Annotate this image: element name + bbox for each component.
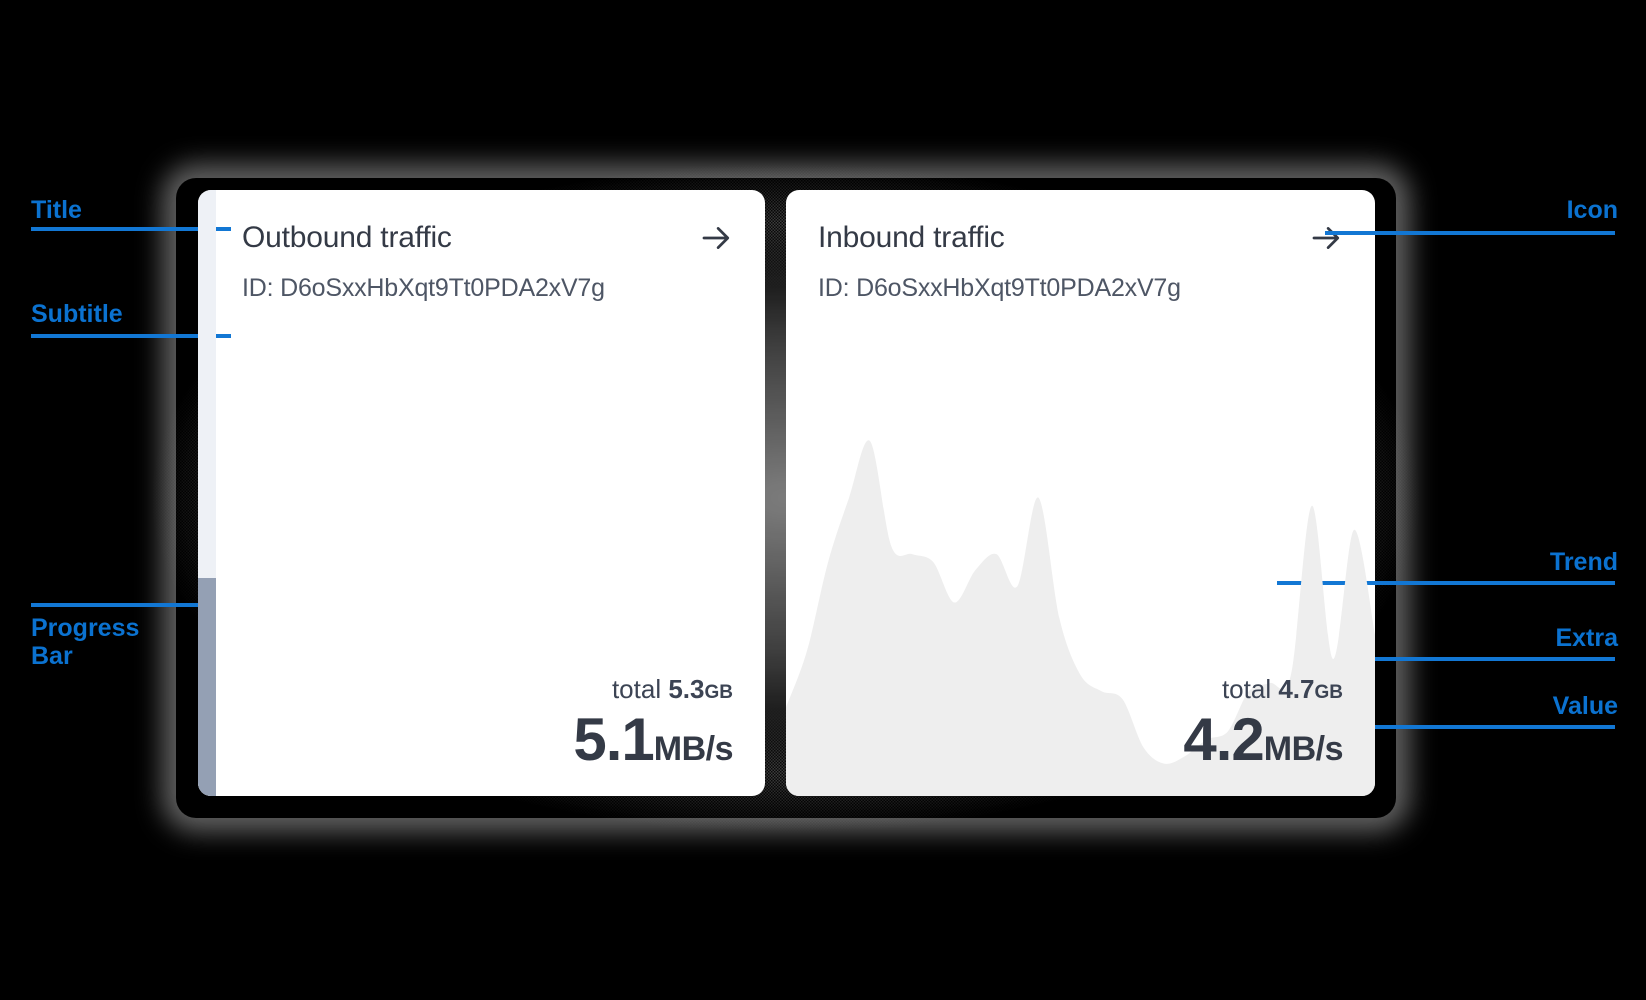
arrow-right-icon[interactable] (1309, 221, 1343, 255)
value-unit: MB/s (1263, 730, 1344, 768)
card-footer: total 4.7GB 4.2MB/s (818, 676, 1343, 770)
value-number: 4.2 (1183, 706, 1264, 773)
annotation-leader-title (31, 227, 231, 231)
extra-text: total 5.3GB (242, 676, 733, 702)
annotation-subtitle: Subtitle (31, 300, 123, 328)
extra-text: total 4.7GB (818, 676, 1343, 702)
annotation-extra: Extra (1555, 624, 1618, 652)
annotation-progress-bar: Progress Bar (31, 614, 140, 670)
annotation-trend: Trend (1549, 548, 1618, 576)
annotation-icon: Icon (1566, 196, 1618, 224)
annotation-leader-progress-bar (31, 603, 211, 607)
trend-area-svg (786, 440, 1375, 796)
card-header: Inbound traffic (818, 218, 1343, 258)
value-text: 5.1MB/s (242, 710, 733, 770)
value-unit: MB/s (653, 730, 734, 768)
annotation-value: Value (1552, 692, 1618, 720)
card-outbound-traffic[interactable]: Outbound traffic ID: D6oSxxHbXqt9Tt0PDA2… (198, 190, 765, 796)
arrow-right-icon[interactable] (699, 221, 733, 255)
card-body-space (242, 303, 733, 676)
annotation-title: Title (31, 196, 82, 224)
extra-unit: GB (704, 682, 734, 703)
card-footer: total 5.3GB 5.1MB/s (242, 676, 733, 770)
extra-label: total (611, 674, 662, 704)
extra-unit: GB (1314, 682, 1344, 703)
annotation-leader-extra (1341, 657, 1615, 661)
card-subtitle: ID: D6oSxxHbXqt9Tt0PDA2xV7g (818, 274, 1181, 302)
card-inbound-traffic[interactable]: Inbound traffic ID: D6oSxxHbXqt9Tt0PDA2x… (786, 190, 1375, 796)
card-header: Outbound traffic (242, 218, 733, 258)
card-title: Outbound traffic (242, 221, 452, 254)
value-text: 4.2MB/s (818, 710, 1343, 770)
annotation-leader-value (1355, 725, 1615, 729)
extra-value: 4.7 (1278, 674, 1315, 704)
progress-bar-fill (198, 577, 216, 796)
card-subtitle: ID: D6oSxxHbXqt9Tt0PDA2xV7g (242, 274, 605, 302)
annotation-leader-subtitle (31, 334, 231, 338)
card-title: Inbound traffic (818, 221, 1005, 254)
annotation-leader-icon (1325, 231, 1615, 235)
progress-bar (198, 190, 216, 796)
value-number: 5.1 (573, 706, 654, 773)
extra-label: total (1221, 674, 1272, 704)
trend-area-path (786, 440, 1375, 796)
extra-value: 5.3 (668, 674, 705, 704)
annotation-leader-trend (1277, 581, 1615, 585)
trend-chart (786, 376, 1375, 796)
